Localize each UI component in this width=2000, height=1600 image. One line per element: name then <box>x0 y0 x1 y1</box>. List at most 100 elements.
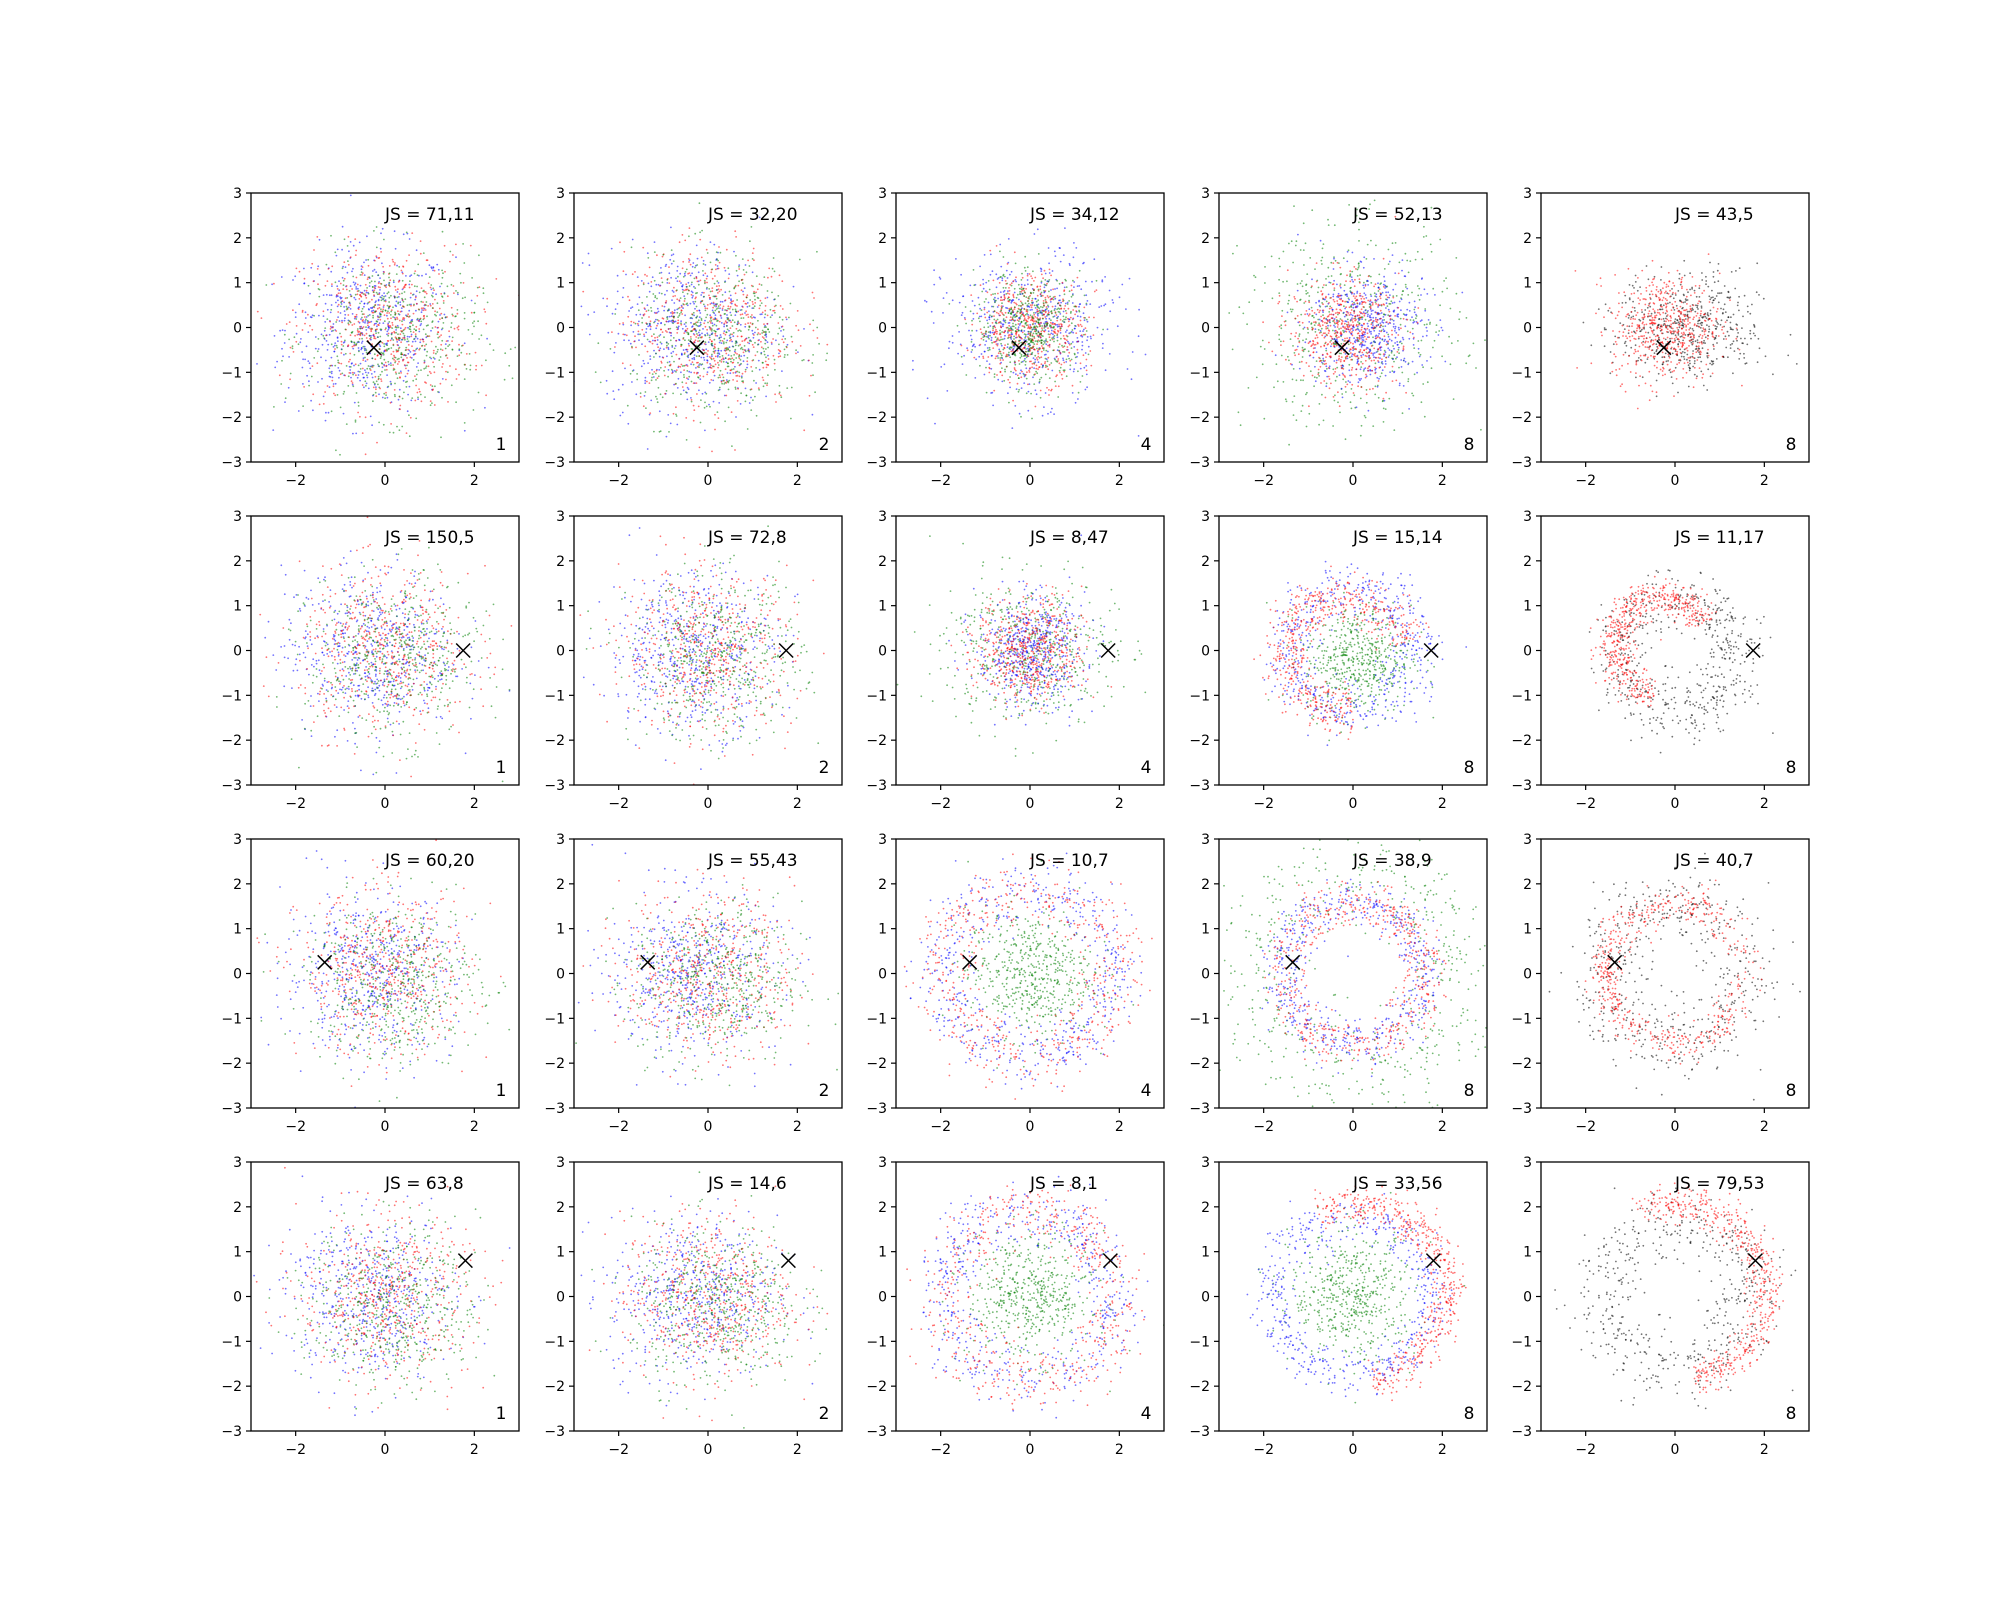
point <box>982 357 985 359</box>
point <box>256 310 259 313</box>
point <box>1231 348 1234 351</box>
point <box>353 341 355 344</box>
point <box>997 292 999 295</box>
point <box>686 377 688 379</box>
point <box>435 352 437 355</box>
point <box>302 358 304 361</box>
point <box>444 270 446 273</box>
point <box>1002 352 1005 354</box>
point <box>1027 315 1030 318</box>
point <box>1023 382 1026 384</box>
point <box>926 397 929 400</box>
point <box>650 399 653 402</box>
point <box>1334 379 1337 382</box>
point <box>942 297 945 299</box>
point <box>948 303 951 305</box>
point <box>389 362 392 364</box>
point <box>435 345 437 348</box>
point <box>1290 240 1293 243</box>
point <box>376 441 378 444</box>
point <box>791 340 794 343</box>
point <box>671 299 673 301</box>
point <box>386 344 389 347</box>
point <box>716 355 719 358</box>
point <box>1009 298 1011 301</box>
point <box>714 363 717 366</box>
point <box>735 327 738 330</box>
point <box>348 372 351 374</box>
point <box>388 265 391 267</box>
point <box>714 309 717 312</box>
point <box>364 283 367 286</box>
x-tick-label: −2 <box>930 473 951 489</box>
point <box>797 351 799 353</box>
point <box>1004 297 1006 300</box>
point <box>1301 346 1304 349</box>
point <box>1052 326 1055 329</box>
point <box>391 327 394 329</box>
point <box>666 278 669 281</box>
point <box>1047 310 1050 312</box>
point <box>656 339 659 341</box>
point <box>692 295 694 297</box>
point <box>594 371 597 373</box>
point <box>705 277 708 280</box>
point <box>390 353 393 355</box>
point <box>450 322 453 324</box>
point <box>695 324 698 326</box>
point <box>729 301 732 304</box>
point <box>750 366 753 368</box>
point <box>616 290 619 293</box>
point <box>396 324 399 327</box>
point <box>321 377 323 380</box>
point <box>963 354 965 357</box>
point <box>636 322 639 325</box>
point <box>666 282 669 284</box>
point <box>369 365 372 368</box>
point <box>336 346 339 349</box>
point <box>670 276 672 279</box>
point <box>1056 334 1059 337</box>
point <box>736 335 739 338</box>
point <box>492 349 495 351</box>
point <box>404 338 406 341</box>
point <box>379 345 382 348</box>
axis-frame <box>573 192 843 463</box>
point <box>431 295 434 298</box>
point <box>348 290 351 292</box>
point <box>391 321 394 324</box>
point <box>381 341 384 344</box>
point <box>1004 287 1007 289</box>
point <box>1050 332 1053 335</box>
point <box>622 270 625 273</box>
point <box>383 304 385 307</box>
point <box>412 324 414 327</box>
point <box>382 306 385 308</box>
point <box>1043 269 1046 272</box>
point <box>439 314 441 316</box>
point <box>684 274 686 277</box>
point <box>1031 317 1034 319</box>
y-tick-label: 2 <box>233 231 242 247</box>
point <box>714 332 717 335</box>
point <box>686 292 689 295</box>
point <box>401 299 404 301</box>
point <box>689 336 692 338</box>
point <box>435 293 437 296</box>
point <box>392 306 394 309</box>
point <box>414 333 417 335</box>
point <box>370 280 373 283</box>
point <box>415 417 418 420</box>
point <box>390 310 393 313</box>
point <box>282 355 284 358</box>
point <box>684 297 686 300</box>
point <box>1109 310 1112 313</box>
point <box>411 294 414 296</box>
point <box>977 296 980 299</box>
point <box>333 344 336 347</box>
point <box>411 320 414 323</box>
point <box>724 320 727 323</box>
point <box>431 327 434 329</box>
point <box>314 347 317 350</box>
point <box>318 238 321 241</box>
